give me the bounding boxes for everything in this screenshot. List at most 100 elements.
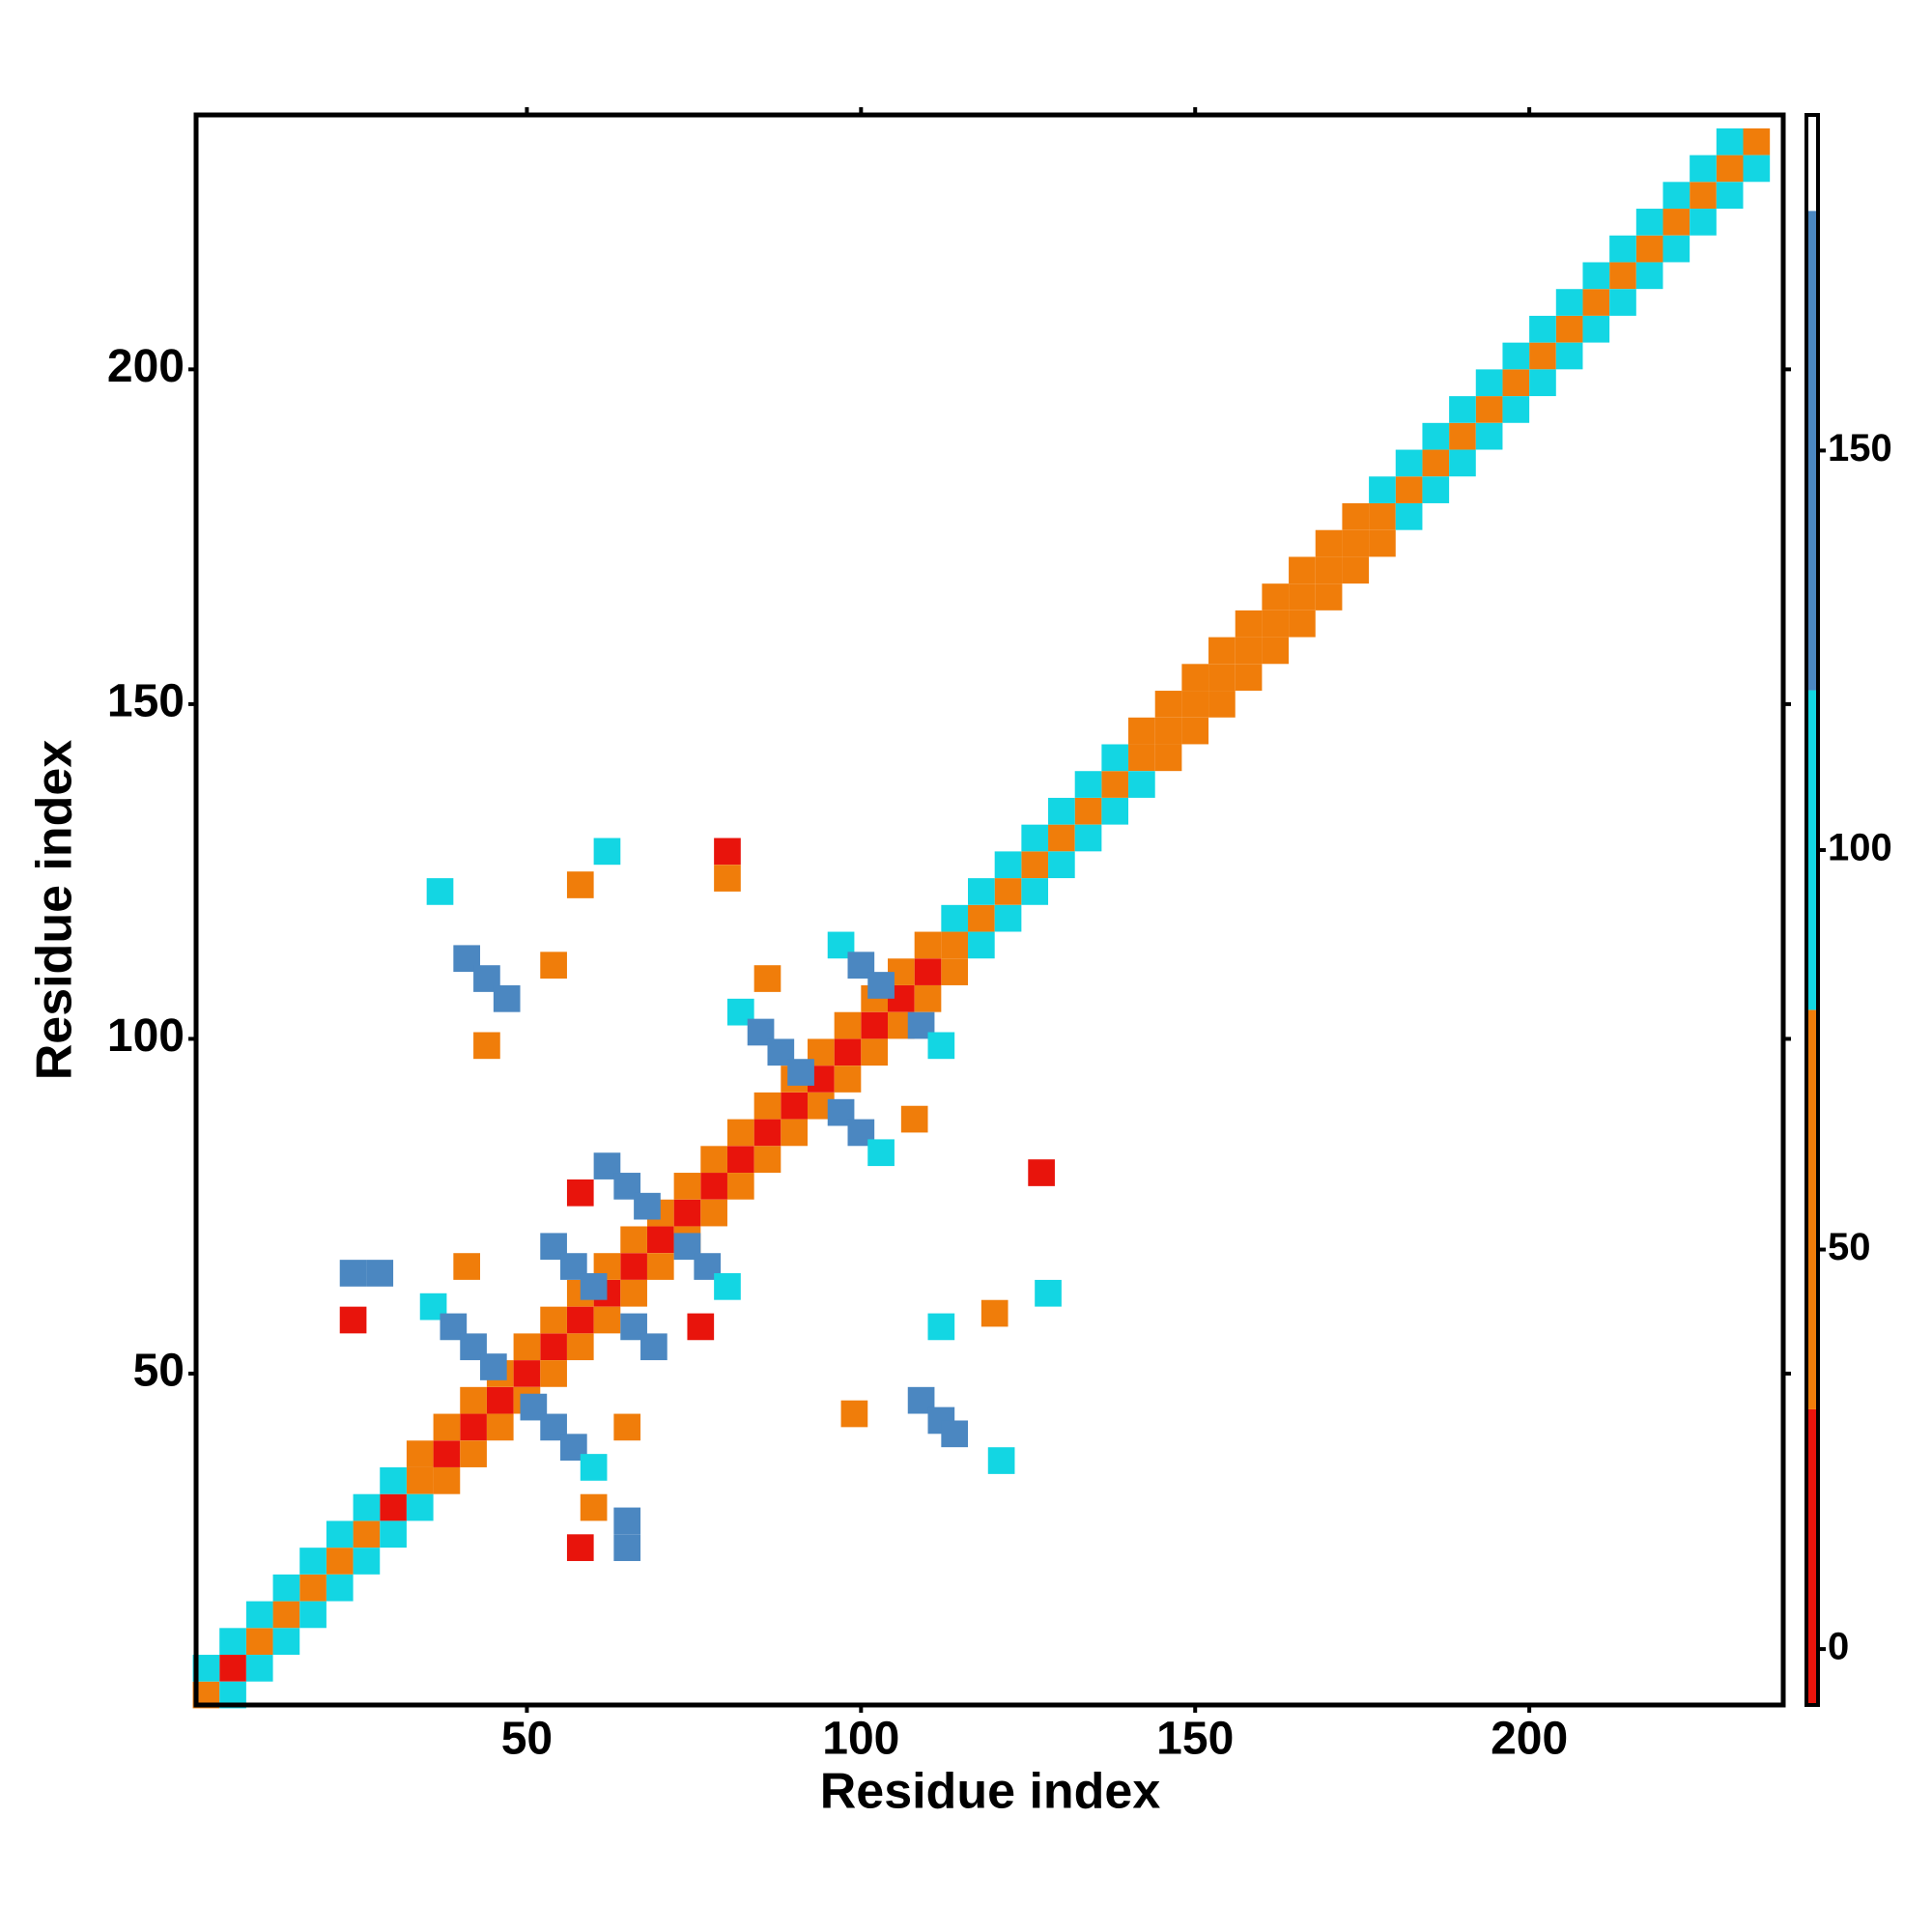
heatmap-cell <box>540 1360 567 1387</box>
heatmap-cell <box>245 1628 273 1655</box>
heatmap-cell <box>1422 422 1450 450</box>
heatmap-cell <box>941 1420 969 1448</box>
heatmap-cell <box>1289 556 1316 584</box>
heatmap-cell <box>406 1440 434 1467</box>
heatmap-cell <box>433 1466 461 1494</box>
heatmap-cell <box>1529 369 1556 397</box>
heatmap-cell <box>493 984 521 1012</box>
heatmap-cell <box>787 1059 814 1086</box>
heatmap-cell <box>1074 797 1102 825</box>
heatmap-cell <box>219 1655 246 1682</box>
heatmap-cell <box>700 1146 727 1173</box>
heatmap-cell <box>968 878 995 905</box>
heatmap-cell <box>406 1466 434 1494</box>
heatmap-cell <box>714 838 741 866</box>
heatmap-cell <box>987 1447 1015 1474</box>
heatmap-cell <box>1369 476 1396 503</box>
heatmap-cell <box>566 1333 594 1361</box>
heatmap-cell <box>1048 851 1075 879</box>
heatmap-cell <box>1609 289 1636 316</box>
heatmap-cell <box>781 1092 808 1120</box>
y-tick-label: 150 <box>107 676 185 727</box>
heatmap-cell <box>473 1032 500 1060</box>
heatmap-cell <box>726 1173 754 1200</box>
heatmap-cell <box>994 904 1022 932</box>
heatmap-cell <box>753 1119 781 1147</box>
heatmap-cell <box>714 865 741 892</box>
heatmap-cell <box>840 1400 868 1428</box>
heatmap-cell <box>339 1260 367 1287</box>
heatmap-cell <box>620 1253 647 1280</box>
heatmap-cell <box>380 1520 407 1548</box>
heatmap-cell <box>1154 691 1182 718</box>
heatmap-cell <box>781 1119 808 1147</box>
heatmap-cell <box>1743 128 1771 156</box>
heatmap-cell <box>433 1440 461 1467</box>
heatmap-cell <box>834 1038 862 1066</box>
heatmap-cell <box>380 1466 407 1494</box>
heatmap-cell <box>540 952 567 980</box>
heatmap-cell <box>513 1333 541 1361</box>
heatmap-cell <box>1690 155 1717 183</box>
heatmap-cell <box>460 1440 487 1467</box>
heatmap-cell <box>353 1548 381 1575</box>
heatmap-cell <box>1609 262 1636 290</box>
heatmap-cell <box>994 878 1022 905</box>
heatmap-cell <box>620 1279 647 1307</box>
heatmap-cell <box>1101 744 1129 772</box>
heatmap-cell <box>1235 637 1263 665</box>
y-axis-label: Residue index <box>27 740 83 1081</box>
heatmap-cell <box>941 931 969 959</box>
heatmap-cell <box>620 1226 647 1254</box>
heatmap-cell <box>968 904 995 932</box>
heatmap-cell <box>914 984 942 1012</box>
heatmap-cell <box>1208 637 1236 665</box>
heatmap-cell <box>1028 1159 1055 1186</box>
heatmap-cell <box>353 1493 381 1521</box>
heatmap-cell <box>1635 235 1663 263</box>
heatmap-cell <box>941 958 969 985</box>
heatmap-cell <box>1315 529 1343 557</box>
heatmap-cell <box>1662 235 1690 263</box>
heatmap-cell <box>1635 209 1663 236</box>
heatmap-cell <box>580 1273 608 1300</box>
heatmap-cell <box>1315 583 1343 611</box>
heatmap-cell <box>1369 502 1396 530</box>
heatmap-cell <box>927 1313 955 1341</box>
heatmap-cell <box>453 1253 481 1280</box>
heatmap-cell <box>326 1574 354 1602</box>
heatmap-cell <box>640 1333 668 1361</box>
colorbar-tick-label: 50 <box>1828 1226 1871 1268</box>
heatmap-cell <box>1262 583 1290 611</box>
heatmap-cell <box>1315 556 1343 584</box>
heatmap-cell <box>613 1413 641 1441</box>
heatmap-cell <box>1289 583 1316 611</box>
heatmap-cell <box>593 1306 621 1334</box>
heatmap-cell <box>1128 717 1155 745</box>
heatmap-cell <box>339 1306 367 1334</box>
heatmap-cell <box>1662 182 1690 210</box>
heatmap-cell <box>1074 824 1102 852</box>
heatmap-cell <box>1422 449 1450 477</box>
heatmap-cell <box>1662 209 1690 236</box>
heatmap-cell <box>994 851 1022 879</box>
heatmap-cell <box>867 972 895 999</box>
heatmap-cell <box>366 1260 394 1287</box>
colorbar-frame <box>1804 113 1820 1707</box>
heatmap-cell <box>687 1313 715 1341</box>
heatmap-cell <box>480 1353 507 1380</box>
heatmap-cell <box>753 1146 781 1173</box>
heatmap-cell <box>1743 155 1771 183</box>
heatmap-cell <box>486 1386 514 1414</box>
heatmap-cell <box>646 1253 674 1280</box>
heatmap-cell <box>1128 744 1155 772</box>
colorbar-segment <box>1806 115 1818 212</box>
heatmap-cell <box>646 1226 674 1254</box>
heatmap-cell <box>460 1386 487 1414</box>
heatmap-cell <box>1555 289 1583 316</box>
heatmap-cell <box>968 931 995 959</box>
heatmap-cell <box>1475 396 1503 423</box>
heatmap-cell <box>914 958 942 985</box>
heatmap-cell <box>1395 449 1423 477</box>
heatmap-cell <box>245 1655 273 1682</box>
